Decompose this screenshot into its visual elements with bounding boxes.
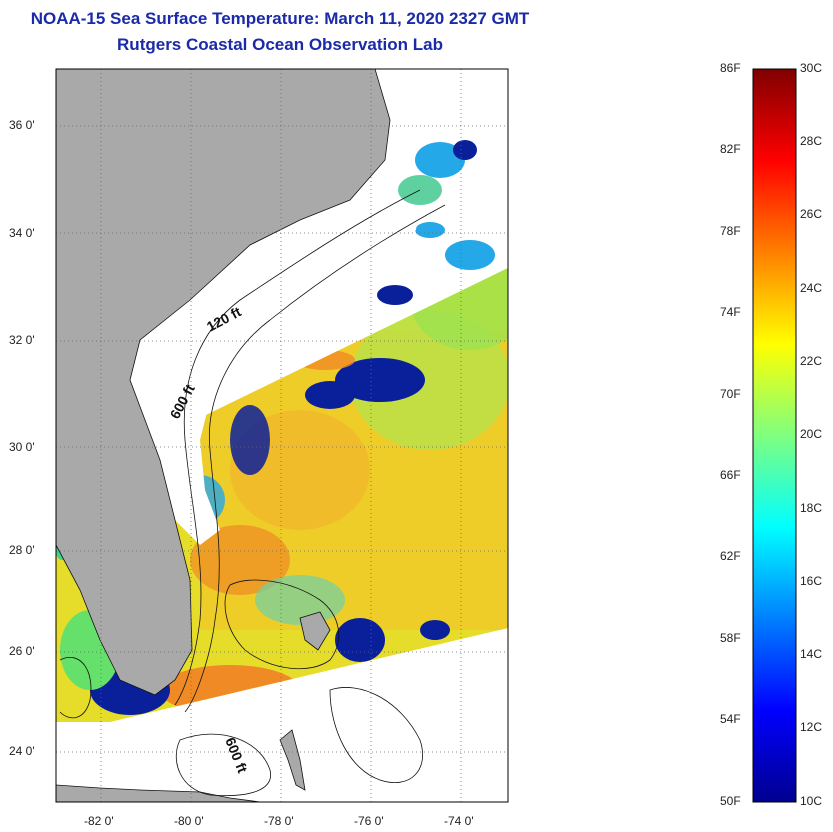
lat-label-36: 36 0' [9, 118, 35, 132]
contour-120ft [174, 189, 421, 706]
cb-f-66: 66F [720, 468, 741, 482]
northern-sst-patches [358, 140, 495, 305]
cb-c-26: 26C [800, 207, 823, 221]
contour-600ft [184, 204, 446, 713]
lat-label-24: 24 0' [9, 744, 35, 758]
cb-c-28: 28C [800, 134, 823, 148]
colorbar [752, 68, 797, 803]
cb-f-50: 50F [720, 794, 741, 808]
cb-f-78: 78F [720, 224, 741, 238]
cb-c-24: 24C [800, 281, 823, 295]
lon-label-82: -82 0' [84, 814, 114, 828]
map-title: NOAA-15 Sea Surface Temperature: March 1… [30, 9, 530, 28]
cb-c-22: 22C [800, 354, 823, 368]
lon-label-74: -74 0' [444, 814, 474, 828]
cb-f-86: 86F [720, 61, 741, 75]
cb-f-70: 70F [720, 387, 741, 401]
land-andros-island [279, 729, 306, 791]
contour-bahamas-south [329, 687, 423, 783]
graticule [56, 69, 508, 802]
lon-label-78: -78 0' [264, 814, 294, 828]
lon-label-80: -80 0' [174, 814, 204, 828]
map-subtitle: Rutgers Coastal Ocean Observation Lab [117, 35, 443, 54]
cb-f-74: 74F [720, 305, 741, 319]
lat-label-32: 32 0' [9, 333, 35, 347]
cb-f-62: 62F [720, 549, 741, 563]
contour-cuba-shelf [175, 733, 272, 796]
cloud-mask [140, 190, 420, 545]
cb-f-82: 82F [720, 142, 741, 156]
cb-c-16: 16C [800, 574, 823, 588]
land-us-southeast [56, 69, 391, 696]
lat-label-30: 30 0' [9, 440, 35, 454]
cb-c-20: 20C [800, 427, 823, 441]
contour-bahamas-bank [224, 579, 339, 670]
lon-label-76: -76 0' [354, 814, 384, 828]
lat-label-28: 28 0' [9, 543, 35, 557]
lat-label-26: 26 0' [9, 644, 35, 658]
cb-c-14: 14C [800, 647, 823, 661]
cb-c-10: 10C [800, 794, 823, 808]
map-frame [55, 68, 509, 803]
lat-label-34: 34 0' [9, 226, 35, 240]
cb-c-30: 30C [800, 61, 823, 75]
cb-f-58: 58F [720, 631, 741, 645]
cb-c-18: 18C [800, 501, 823, 515]
land-bahamas [299, 611, 331, 651]
cb-f-54: 54F [720, 712, 741, 726]
cb-c-12: 12C [800, 720, 823, 734]
